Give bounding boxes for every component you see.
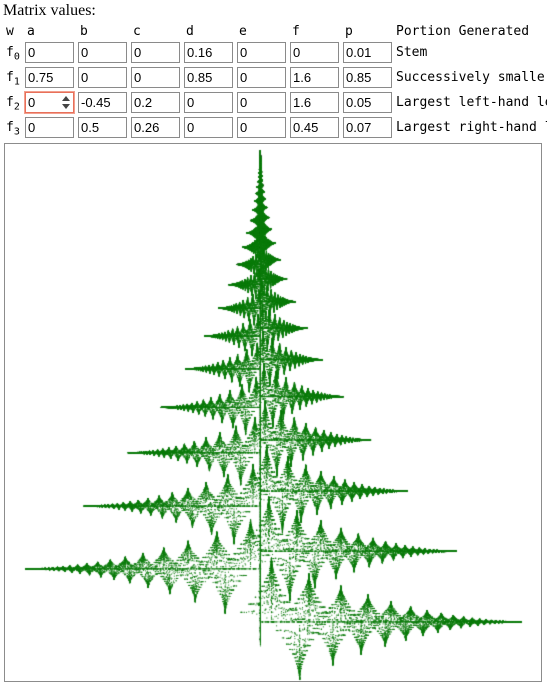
col-header-w: w bbox=[6, 24, 14, 39]
input-f1-f[interactable] bbox=[290, 67, 339, 88]
input-f1-b[interactable] bbox=[78, 67, 127, 88]
row-label-f3: f3 bbox=[6, 120, 20, 138]
input-f2-d[interactable] bbox=[184, 92, 233, 113]
input-f0-f[interactable] bbox=[290, 42, 339, 63]
col-header-d: d bbox=[186, 24, 194, 39]
fern-canvas bbox=[5, 144, 541, 681]
input-f2-c[interactable] bbox=[131, 92, 180, 113]
row-label-f0: f0 bbox=[6, 45, 20, 63]
input-f3-a[interactable] bbox=[25, 117, 74, 138]
input-f3-f[interactable] bbox=[290, 117, 339, 138]
col-header-a: a bbox=[27, 24, 35, 39]
portion-f2: Largest left-hand leaflet bbox=[396, 95, 547, 110]
input-f2-e[interactable] bbox=[237, 92, 286, 113]
input-f1-e[interactable] bbox=[237, 67, 286, 88]
col-header-b: b bbox=[80, 24, 88, 39]
portion-f1: Successively smaller leaflets bbox=[396, 70, 547, 85]
input-f1-a[interactable] bbox=[25, 67, 74, 88]
input-f2-b[interactable] bbox=[78, 92, 127, 113]
col-header-f: f bbox=[292, 24, 300, 39]
heading: Matrix values: bbox=[3, 2, 96, 20]
row-label-f2: f2 bbox=[6, 95, 20, 113]
spinner-arrows-icon[interactable] bbox=[62, 96, 70, 109]
col-header-p: p bbox=[345, 24, 353, 39]
input-f0-a[interactable] bbox=[25, 42, 74, 63]
row-label-f1: f1 bbox=[6, 70, 20, 88]
input-f3-b[interactable] bbox=[78, 117, 127, 138]
input-f0-d[interactable] bbox=[184, 42, 233, 63]
input-f2-p[interactable] bbox=[343, 92, 392, 113]
input-f3-p[interactable] bbox=[343, 117, 392, 138]
input-f3-c[interactable] bbox=[131, 117, 180, 138]
col-header-portion: Portion Generated bbox=[396, 24, 529, 39]
input-f1-p[interactable] bbox=[343, 67, 392, 88]
fern-canvas-frame bbox=[4, 143, 542, 682]
input-f1-d[interactable] bbox=[184, 67, 233, 88]
input-f3-e[interactable] bbox=[237, 117, 286, 138]
col-header-c: c bbox=[133, 24, 141, 39]
input-f0-e[interactable] bbox=[237, 42, 286, 63]
input-f3-d[interactable] bbox=[184, 117, 233, 138]
portion-f3: Largest right-hand leaflet bbox=[396, 120, 547, 135]
input-f0-b[interactable] bbox=[78, 42, 127, 63]
portion-f0: Stem bbox=[396, 45, 547, 60]
input-f2-f[interactable] bbox=[290, 92, 339, 113]
input-f1-c[interactable] bbox=[131, 67, 180, 88]
input-f0-p[interactable] bbox=[343, 42, 392, 63]
input-f0-c[interactable] bbox=[131, 42, 180, 63]
col-header-e: e bbox=[239, 24, 247, 39]
